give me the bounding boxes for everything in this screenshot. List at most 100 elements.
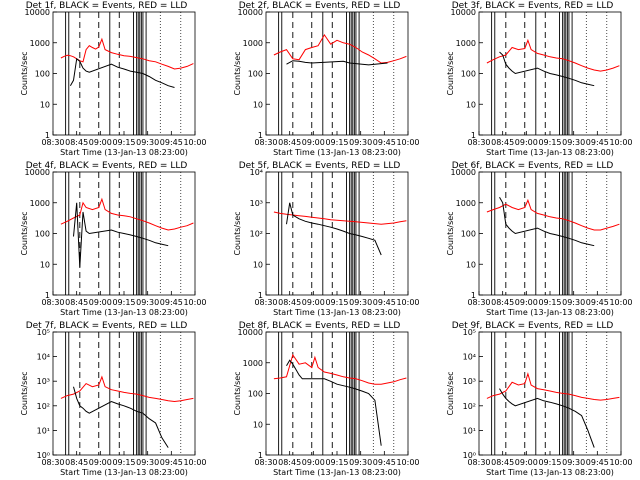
y-tick-label: 10000: [451, 8, 476, 17]
y-tick-label: 10: [253, 420, 263, 429]
y-tick-label: 1000: [456, 199, 476, 208]
lld-series-line: [273, 353, 407, 385]
y-axis-label: Counts/sec: [446, 51, 455, 95]
plot-frame: [265, 171, 409, 296]
y-tick-label: 10000: [238, 328, 263, 337]
x-axis-label: Start Time (13-Jan-13 08:23:00): [60, 308, 188, 317]
x-tick-label: 09:45: [373, 298, 396, 307]
y-tick-label: 10: [466, 100, 476, 109]
lld-series-line: [273, 211, 407, 225]
y-tick-label: 10¹: [37, 426, 50, 435]
x-tick-label: 08:45: [278, 138, 301, 147]
lld-series-line: [486, 38, 620, 72]
detector-panel: Det 8f, BLACK = Events, RED = LLD 1 10 100 1…: [213, 320, 426, 480]
x-tick-label: 09:45: [373, 458, 396, 467]
lld-series-line: [486, 372, 620, 401]
panel-plot: 1 10 10² 10³ 10⁴ 08:30 08:45 09:00 09:15 09:30 09:…: [233, 168, 420, 317]
x-tick-label: 09:00: [89, 298, 112, 307]
y-tick-label: 1: [258, 451, 263, 460]
x-tick-label: 08:30: [254, 138, 277, 147]
y-tick-label: 10⁴: [463, 353, 476, 362]
detector-panel: Det 4f, BLACK = Events, RED = LLD 1 10 100 1…: [0, 160, 213, 320]
y-tick-label: 10¹: [463, 426, 476, 435]
x-tick-label: 09:30: [136, 458, 159, 467]
y-tick-label: 1000: [30, 39, 50, 48]
y-tick-label: 10: [40, 100, 50, 109]
x-tick-label: 09:15: [538, 458, 561, 467]
y-tick-label: 100: [248, 70, 263, 79]
x-tick-label: 08:30: [467, 458, 490, 467]
y-tick-label: 1000: [243, 39, 263, 48]
x-tick-label: 09:45: [586, 458, 609, 467]
events-series-line: [286, 202, 382, 256]
x-tick-label: 09:15: [325, 298, 348, 307]
y-tick-label: 1: [45, 131, 50, 140]
x-axis-label: Start Time (13-Jan-13 08:23:00): [60, 468, 188, 477]
x-tick-label: 09:00: [515, 298, 538, 307]
events-series-line: [69, 57, 175, 88]
x-axis-label: Start Time (13-Jan-13 08:23:00): [273, 148, 401, 157]
x-tick-label: 09:15: [538, 298, 561, 307]
lld-series-line: [60, 37, 194, 70]
y-tick-label: 100: [35, 230, 50, 239]
detector-panel: Det 2f, BLACK = Events, RED = LLD 1 10 100 1…: [213, 0, 426, 160]
x-tick-label: 08:30: [467, 298, 490, 307]
y-tick-label: 10³: [250, 199, 263, 208]
panel-plot: 1 10 100 1000 10000 08:30 08:45 09:00 09:15 09:30…: [233, 8, 420, 157]
y-tick-label: 100: [461, 230, 476, 239]
y-tick-label: 10: [40, 260, 50, 269]
x-tick-label: 08:45: [278, 298, 301, 307]
y-tick-label: 10²: [37, 402, 50, 411]
x-tick-label: 08:30: [254, 458, 277, 467]
y-axis-label: Counts/sec: [233, 211, 242, 255]
x-tick-label: 09:00: [302, 138, 325, 147]
x-tick-label: 09:15: [538, 138, 561, 147]
x-tick-label: 10:00: [183, 138, 206, 147]
y-tick-label: 10⁰: [37, 451, 50, 460]
x-tick-label: 10:00: [396, 138, 419, 147]
y-tick-label: 1000: [30, 199, 50, 208]
x-tick-label: 08:45: [491, 458, 514, 467]
y-tick-label: 10⁴: [37, 353, 50, 362]
y-axis-label: Counts/sec: [20, 371, 29, 415]
x-tick-label: 09:00: [89, 458, 112, 467]
x-tick-label: 09:00: [302, 458, 325, 467]
y-tick-label: 1: [258, 131, 263, 140]
x-tick-label: 09:30: [562, 458, 585, 467]
y-tick-label: 10³: [463, 377, 476, 386]
events-series-line: [286, 359, 382, 446]
x-axis-label: Start Time (13-Jan-13 08:23:00): [486, 468, 614, 477]
y-tick-label: 100: [248, 390, 263, 399]
y-axis-label: Counts/sec: [446, 371, 455, 415]
panel-plot: 1 10 100 1000 10000 08:30 08:45 09:00 09:15 09:30…: [20, 8, 207, 157]
detector-panel: Det 3f, BLACK = Events, RED = LLD 1 10 100 1…: [426, 0, 639, 160]
y-tick-label: 1000: [456, 39, 476, 48]
y-tick-label: 10⁵: [37, 328, 50, 337]
panel-plot: 1 10 100 1000 10000 08:30 08:45 09:00 09:15 09:30…: [233, 328, 420, 477]
y-tick-label: 10000: [238, 8, 263, 17]
x-tick-label: 10:00: [609, 458, 632, 467]
x-tick-label: 10:00: [609, 298, 632, 307]
x-axis-label: Start Time (13-Jan-13 08:23:00): [273, 308, 401, 317]
x-tick-label: 09:15: [112, 458, 135, 467]
x-tick-label: 08:45: [278, 458, 301, 467]
x-tick-label: 09:00: [515, 458, 538, 467]
x-tick-label: 08:30: [41, 138, 64, 147]
y-tick-label: 10⁴: [250, 168, 263, 177]
lld-series-line: [486, 198, 620, 231]
x-tick-label: 08:30: [41, 298, 64, 307]
x-tick-label: 08:45: [65, 138, 88, 147]
x-axis-label: Start Time (13-Jan-13 08:23:00): [60, 148, 188, 157]
detector-panel: Det 7f, BLACK = Events, RED = LLD 10⁰ 10¹ 1…: [0, 320, 213, 480]
x-tick-label: 09:00: [302, 298, 325, 307]
panel-title: Det 2f, BLACK = Events, RED = LLD: [238, 1, 401, 11]
y-tick-label: 10³: [37, 377, 50, 386]
detector-panel: Det 9f, BLACK = Events, RED = LLD 10⁰ 10¹ 1…: [426, 320, 639, 480]
panel-title: Det 3f, BLACK = Events, RED = LLD: [451, 1, 614, 11]
events-series-line: [499, 51, 595, 87]
panel-title: Det 7f, BLACK = Events, RED = LLD: [25, 321, 188, 331]
y-tick-label: 1000: [243, 359, 263, 368]
x-tick-label: 09:15: [325, 458, 348, 467]
panel-title: Det 5f, BLACK = Events, RED = LLD: [238, 161, 401, 171]
